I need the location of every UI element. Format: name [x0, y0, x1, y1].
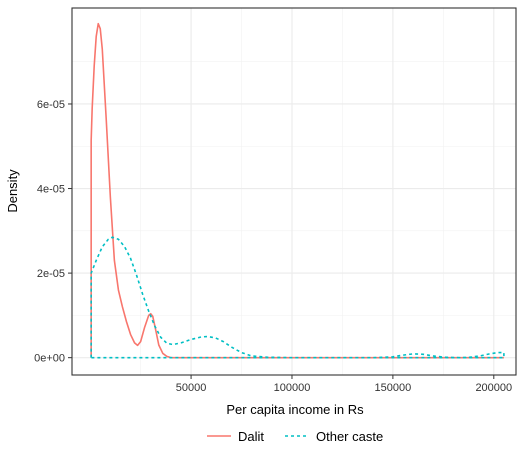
series-layer	[90, 22, 505, 359]
y-axis: 0e+00 2e-05 4e-05 6e-05	[34, 99, 72, 365]
series-line-dalit	[90, 22, 504, 359]
panel-border	[71, 7, 517, 376]
y-axis-title: Density	[5, 169, 20, 213]
y-tick-label: 0e+00	[34, 353, 65, 365]
y-tick-label: 2e-05	[37, 268, 65, 280]
x-tick-label: 200000	[475, 382, 512, 394]
x-tick-label: 150000	[375, 382, 412, 394]
legend-label-dalit: Dalit	[238, 429, 264, 444]
x-tick-label: 100000	[274, 382, 311, 394]
x-axis: 50000 100000 150000 200000	[176, 375, 512, 394]
legend-label-other-caste: Other caste	[316, 429, 383, 444]
legend: Dalit Other caste	[207, 429, 383, 444]
x-tick-label: 50000	[176, 382, 207, 394]
y-tick-label: 6e-05	[37, 99, 65, 111]
x-axis-title: Per capita income in Rs	[226, 402, 364, 417]
y-tick-label: 4e-05	[37, 184, 65, 196]
